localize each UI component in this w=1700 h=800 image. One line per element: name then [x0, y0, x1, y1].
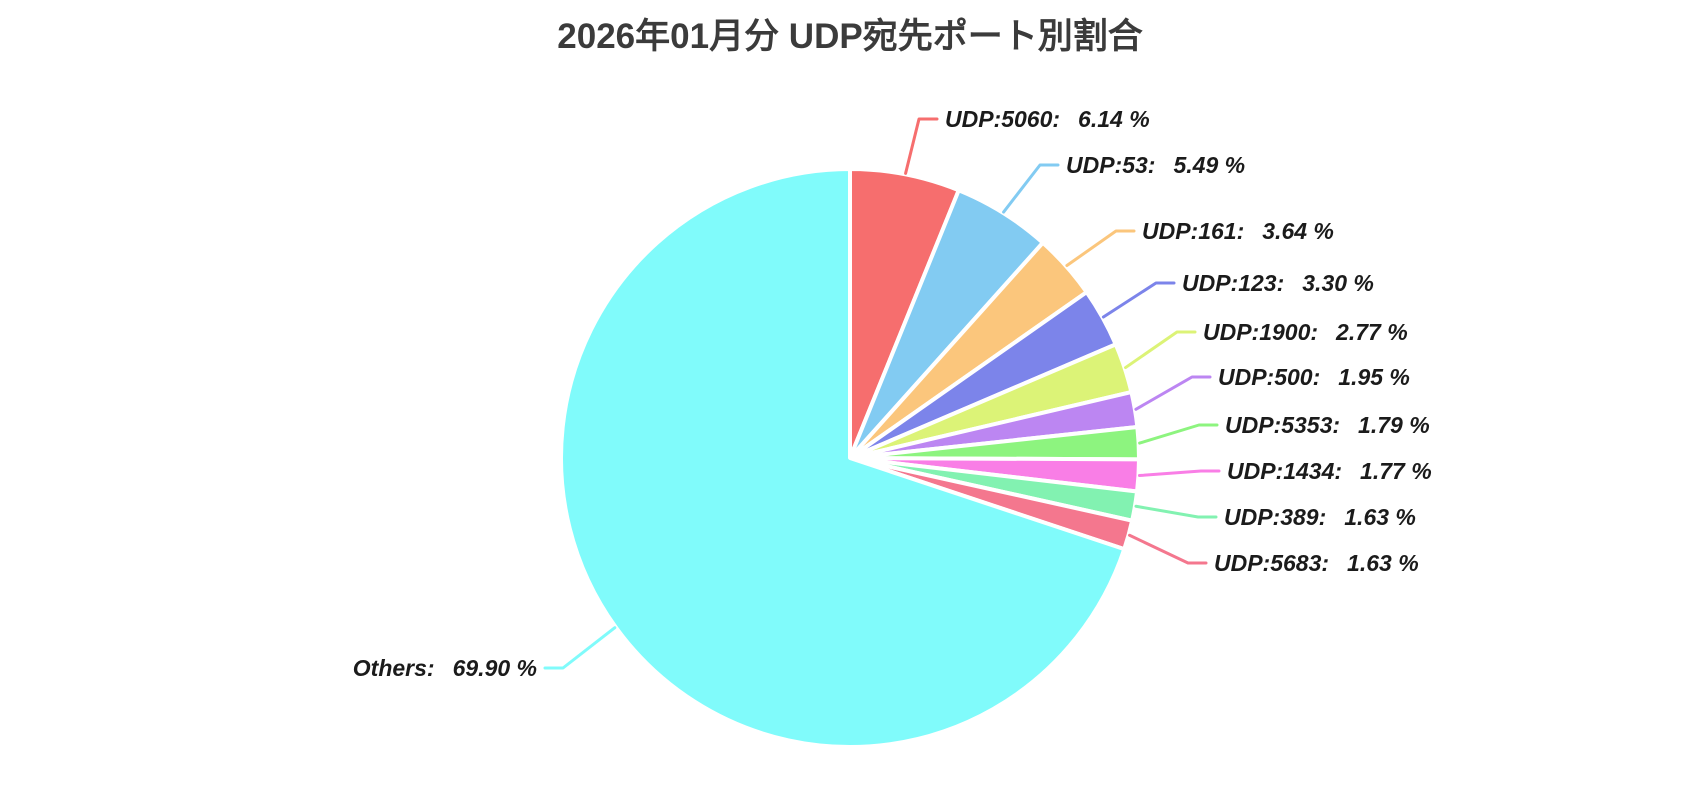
slice-label-others: Others: 69.90 %: [353, 655, 537, 681]
leader-line-udp-1900: [1124, 330, 1197, 370]
leader-line-udp-123: [1101, 281, 1176, 319]
slice-labels: UDP:5060: 6.14 % UDP:53: 5.49 % UDP:161: 3.64…: [353, 106, 1432, 681]
slice-label-udp-5353: UDP:5353: 1.79 %: [1225, 412, 1430, 438]
leader-line-udp-5683: [1128, 533, 1208, 565]
leader-line-udp-389: [1134, 504, 1218, 519]
slice-label-udp-500: UDP:500: 1.95 %: [1218, 364, 1410, 390]
leader-lines: [543, 117, 1221, 670]
slice-label-udp-161: UDP:161: 3.64 %: [1142, 218, 1334, 244]
leader-line-udp-5060: [904, 117, 939, 175]
slice-label-udp-5060: UDP:5060: 6.14 %: [945, 106, 1150, 132]
leader-line-others: [543, 626, 617, 670]
slice-label-udp-53: UDP:53: 5.49 %: [1066, 152, 1245, 178]
leader-line-udp-5353: [1138, 423, 1219, 445]
leader-line-udp-53: [1002, 163, 1060, 214]
slice-label-udp-5683: UDP:5683: 1.63 %: [1214, 550, 1419, 576]
slice-label-udp-1434: UDP:1434: 1.77 %: [1227, 458, 1432, 484]
chart-title: 2026年01月分 UDP宛先ポート別割合: [557, 16, 1142, 56]
leader-line-udp-1434: [1137, 469, 1221, 478]
leader-line-udp-500: [1134, 375, 1212, 411]
slice-label-udp-123: UDP:123: 3.30 %: [1182, 270, 1374, 296]
pie-slices: [559, 167, 1142, 749]
leader-line-udp-161: [1065, 229, 1136, 268]
slice-label-udp-1900: UDP:1900: 2.77 %: [1203, 319, 1408, 345]
slice-label-udp-389: UDP:389: 1.63 %: [1224, 504, 1416, 530]
